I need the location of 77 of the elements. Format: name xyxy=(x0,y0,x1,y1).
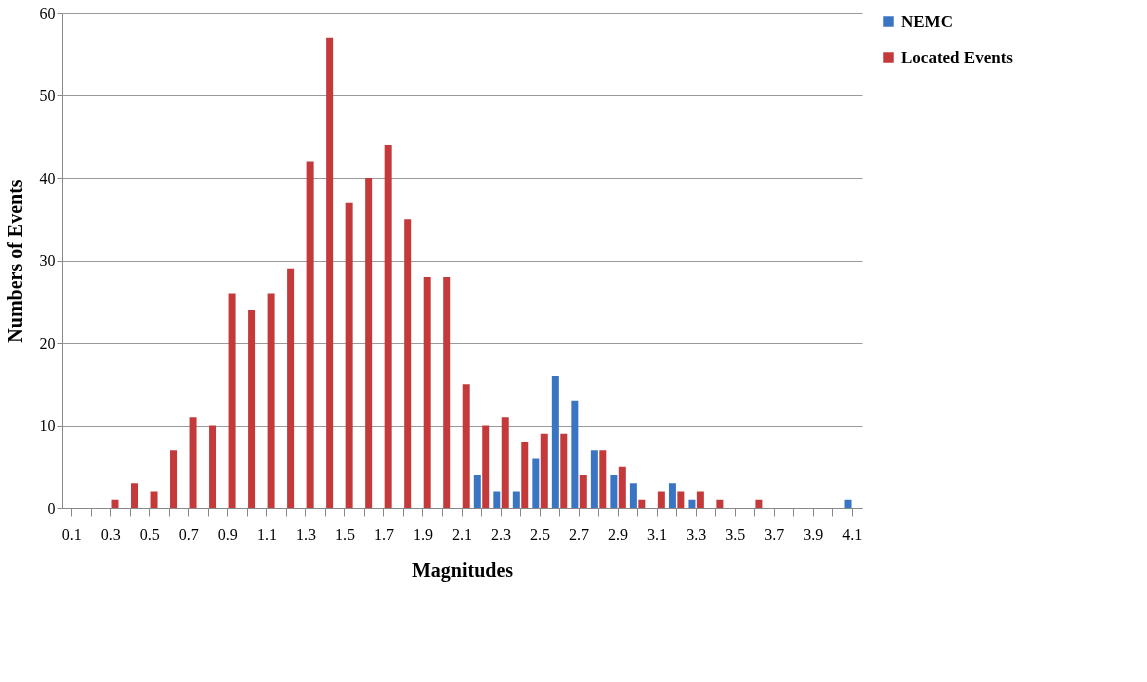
bar xyxy=(287,268,295,508)
bar xyxy=(579,475,587,508)
bar xyxy=(629,483,637,508)
x-tick-label: 1.7 xyxy=(373,525,394,543)
y-tick-label: 10 xyxy=(39,417,56,434)
x-tick-label: 1.9 xyxy=(412,525,433,543)
x-tick-label: 0.7 xyxy=(178,525,199,543)
bar xyxy=(111,499,119,508)
bar xyxy=(248,310,256,508)
y-tick-label: 60 xyxy=(39,4,56,22)
x-tick-label: 2.9 xyxy=(608,525,629,543)
x-tick-label: 2.1 xyxy=(452,525,472,543)
bar xyxy=(404,219,412,508)
bar xyxy=(599,450,607,508)
bar xyxy=(610,475,618,508)
bar xyxy=(677,491,685,508)
x-tick-label: 1.5 xyxy=(334,525,355,543)
bar xyxy=(501,417,509,508)
x-tick-label: 0.9 xyxy=(217,525,238,543)
x-tick-label: 1.1 xyxy=(256,525,277,543)
bar xyxy=(267,293,275,508)
bar xyxy=(150,491,158,508)
x-axis-title: Magnitudes xyxy=(411,558,514,582)
bar xyxy=(716,499,724,508)
bar xyxy=(189,417,197,508)
bar xyxy=(755,499,763,508)
bar xyxy=(326,37,334,508)
bar xyxy=(209,425,217,508)
x-tick-label: 3.5 xyxy=(725,525,746,543)
bar xyxy=(618,466,626,508)
x-tick-label: 0.1 xyxy=(61,525,82,543)
bar xyxy=(551,376,559,508)
x-tick-label: 2.5 xyxy=(530,525,551,543)
y-tick-label: 30 xyxy=(39,252,56,269)
bar xyxy=(512,491,520,508)
bar xyxy=(540,433,548,508)
y-tick-label: 50 xyxy=(39,87,56,104)
bar xyxy=(423,277,431,508)
bar xyxy=(696,491,704,508)
bar xyxy=(131,483,139,508)
bar xyxy=(345,202,353,508)
x-tick-label: 3.1 xyxy=(647,525,668,543)
bar xyxy=(668,483,676,508)
bar xyxy=(657,491,665,508)
bar xyxy=(228,293,236,508)
y-tick-label: 20 xyxy=(39,334,56,352)
bar xyxy=(571,400,579,508)
x-tick-label: 3.3 xyxy=(686,525,707,543)
bar xyxy=(521,442,529,508)
x-tick-label: 4.1 xyxy=(842,525,863,543)
bar xyxy=(170,450,178,508)
bar xyxy=(560,433,568,508)
bar xyxy=(482,425,490,508)
y-axis-title: Numbers of Events xyxy=(3,179,26,343)
bar xyxy=(462,384,470,508)
bar xyxy=(688,499,696,508)
bar xyxy=(365,178,373,508)
bar xyxy=(306,161,314,508)
bar xyxy=(590,450,598,508)
y-tick-label: 0 xyxy=(47,499,56,517)
bar xyxy=(384,145,392,508)
x-tick-label: 3.7 xyxy=(764,525,785,543)
x-tick-label: 2.3 xyxy=(491,525,512,543)
y-tick-label: 40 xyxy=(39,169,56,187)
bar xyxy=(443,277,451,508)
bar xyxy=(473,475,481,508)
x-tick-label: 0.5 xyxy=(139,525,160,543)
x-tick-label: 1.3 xyxy=(295,525,316,543)
bar xyxy=(493,491,501,508)
legend-label: NEMC xyxy=(901,11,953,31)
x-tick-label: 2.7 xyxy=(569,525,590,543)
bar xyxy=(532,458,540,508)
bar xyxy=(844,499,852,508)
bar xyxy=(638,499,646,508)
x-tick-label: 3.9 xyxy=(803,525,824,543)
x-tick-label: 0.3 xyxy=(100,525,121,543)
legend-label: Located Events xyxy=(901,47,1014,67)
